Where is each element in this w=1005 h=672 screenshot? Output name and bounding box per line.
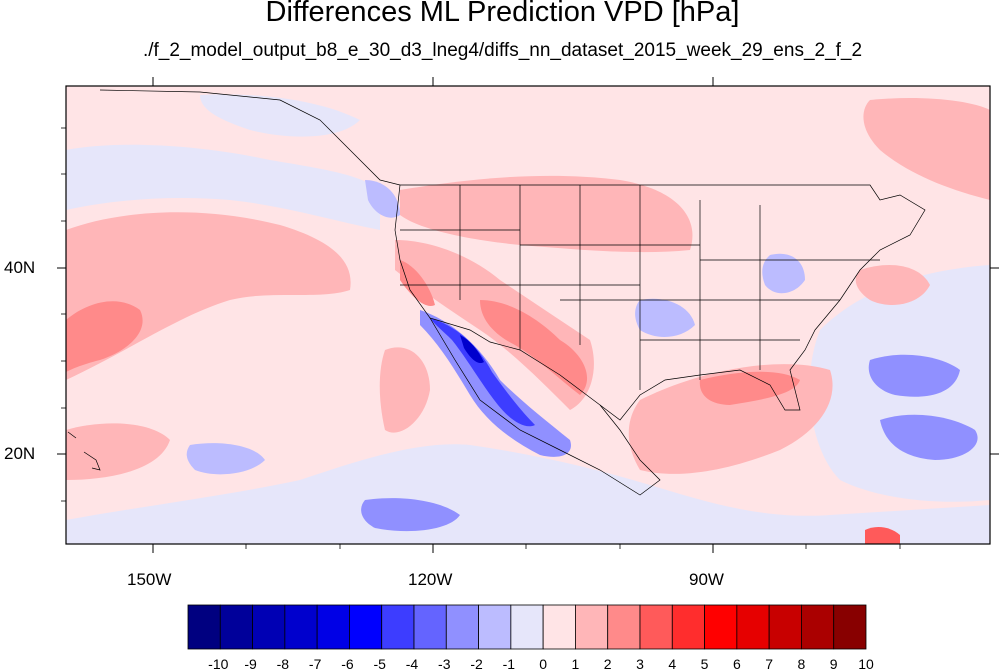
colorbar-tick-label: -9 xyxy=(244,656,257,672)
colorbar-swatch xyxy=(219,604,253,650)
lon-label-120w: 120W xyxy=(408,570,453,589)
colorbar-tick-label: 5 xyxy=(700,656,709,672)
minor-ticks xyxy=(61,127,901,549)
colorbar-swatch xyxy=(349,604,383,650)
lon-label-90w: 90W xyxy=(689,570,724,589)
state-lines xyxy=(400,185,880,390)
colorbar-swatch xyxy=(413,604,447,650)
boundaries-layer xyxy=(67,89,926,496)
colorbar-swatch xyxy=(736,604,770,650)
field-neg-atlantic-b xyxy=(880,414,978,460)
field-neutral-pacific xyxy=(66,144,380,230)
canada-coast xyxy=(99,89,401,186)
colorbar-tick-label: 4 xyxy=(668,656,677,672)
field-pos-pacific-core xyxy=(66,301,143,372)
colorbar-swatch xyxy=(316,604,350,650)
map-subtitle: ./f_2_model_output_b8_e_30_d3_lneg4/diff… xyxy=(142,40,863,61)
field-pos-california xyxy=(400,260,435,306)
colorbar-swatch xyxy=(542,604,576,650)
colorbar-tick-label: 10 xyxy=(858,656,874,672)
colorbar-tick-label: 8 xyxy=(797,656,806,672)
colorbar-tick-label: 7 xyxy=(765,656,774,672)
colorbar-tick-label: 3 xyxy=(636,656,644,672)
colorbar-swatch xyxy=(252,604,286,650)
field-neg-atlantic-a xyxy=(868,354,960,397)
colorbar-swatch xyxy=(381,604,415,650)
colorbar-swatch xyxy=(671,604,705,650)
colorbar-swatch xyxy=(639,604,673,650)
colorbar-swatch xyxy=(607,604,641,650)
colorbar-tick-label: 9 xyxy=(829,656,838,672)
lat-label-20n: 20N xyxy=(4,444,36,463)
colorbar-tick-label: -2 xyxy=(470,656,483,672)
field-neg-midsouth xyxy=(635,298,695,337)
axis-ticks xyxy=(57,77,999,553)
colorbar-tick-label: -6 xyxy=(341,656,354,672)
field-layer xyxy=(66,86,990,544)
lat-label-40n: 40N xyxy=(4,258,36,277)
colorbar-tick-label: -3 xyxy=(438,656,451,672)
colorbar-swatch xyxy=(284,604,318,650)
field-pos-caribbean xyxy=(865,527,900,544)
colorbar-tick-label: 0 xyxy=(539,656,548,672)
colorbar-tick-label: 1 xyxy=(571,656,580,672)
field-pos-northeast xyxy=(863,98,990,200)
colorbar-swatch xyxy=(510,604,544,650)
colorbar-tick-label: -7 xyxy=(308,656,322,672)
colorbar-swatch xyxy=(187,604,221,650)
field-pos-atlantic-mid xyxy=(855,265,930,305)
field-neg-pnw xyxy=(365,180,400,218)
field-pos-north xyxy=(400,175,693,253)
field-pos-central-pacific xyxy=(379,347,430,433)
colorbar-tick-label: 6 xyxy=(732,656,741,672)
colorbar-swatch xyxy=(768,604,802,650)
field-neg-baja-core xyxy=(430,318,535,427)
field-neutral-nw xyxy=(200,94,360,137)
field-pos-hawaii-sw xyxy=(66,423,170,480)
hawaii-islands xyxy=(67,431,101,471)
field-pos-gulf-core xyxy=(699,371,800,405)
field-neg-ohio xyxy=(762,253,805,294)
colorbar-swatch xyxy=(445,604,479,650)
colorbar xyxy=(187,604,867,650)
colorbar-tick-label: -1 xyxy=(502,656,516,672)
colorbar-tick-label: 2 xyxy=(603,656,612,672)
colorbar-swatch xyxy=(833,604,867,650)
field-neg-baja-deep xyxy=(460,335,484,364)
field-neg-mid-pacific xyxy=(186,443,265,475)
colorbar-swatch xyxy=(575,604,609,650)
field-neg-south-pacific xyxy=(361,498,460,532)
colorbar-tick-label: -8 xyxy=(276,656,290,672)
mexico-outline xyxy=(429,317,661,496)
colorbar-tick-label: -5 xyxy=(373,656,386,672)
colorbar-tick-label: -4 xyxy=(405,656,419,672)
field-pos-pacific xyxy=(66,212,351,380)
colorbar-swatch xyxy=(801,604,835,650)
colorbar-swatch xyxy=(478,604,512,650)
colorbar-swatch xyxy=(704,604,738,650)
us-outline xyxy=(394,184,926,421)
colorbar-tick-label: -10 xyxy=(208,656,229,672)
map-title: Differences ML Prediction VPD [hPa] xyxy=(265,0,740,28)
plot-frame xyxy=(65,85,991,545)
field-neutral-south xyxy=(66,444,990,544)
field-pos-southwest-core xyxy=(480,300,588,395)
lon-label-150w: 150W xyxy=(127,570,172,589)
